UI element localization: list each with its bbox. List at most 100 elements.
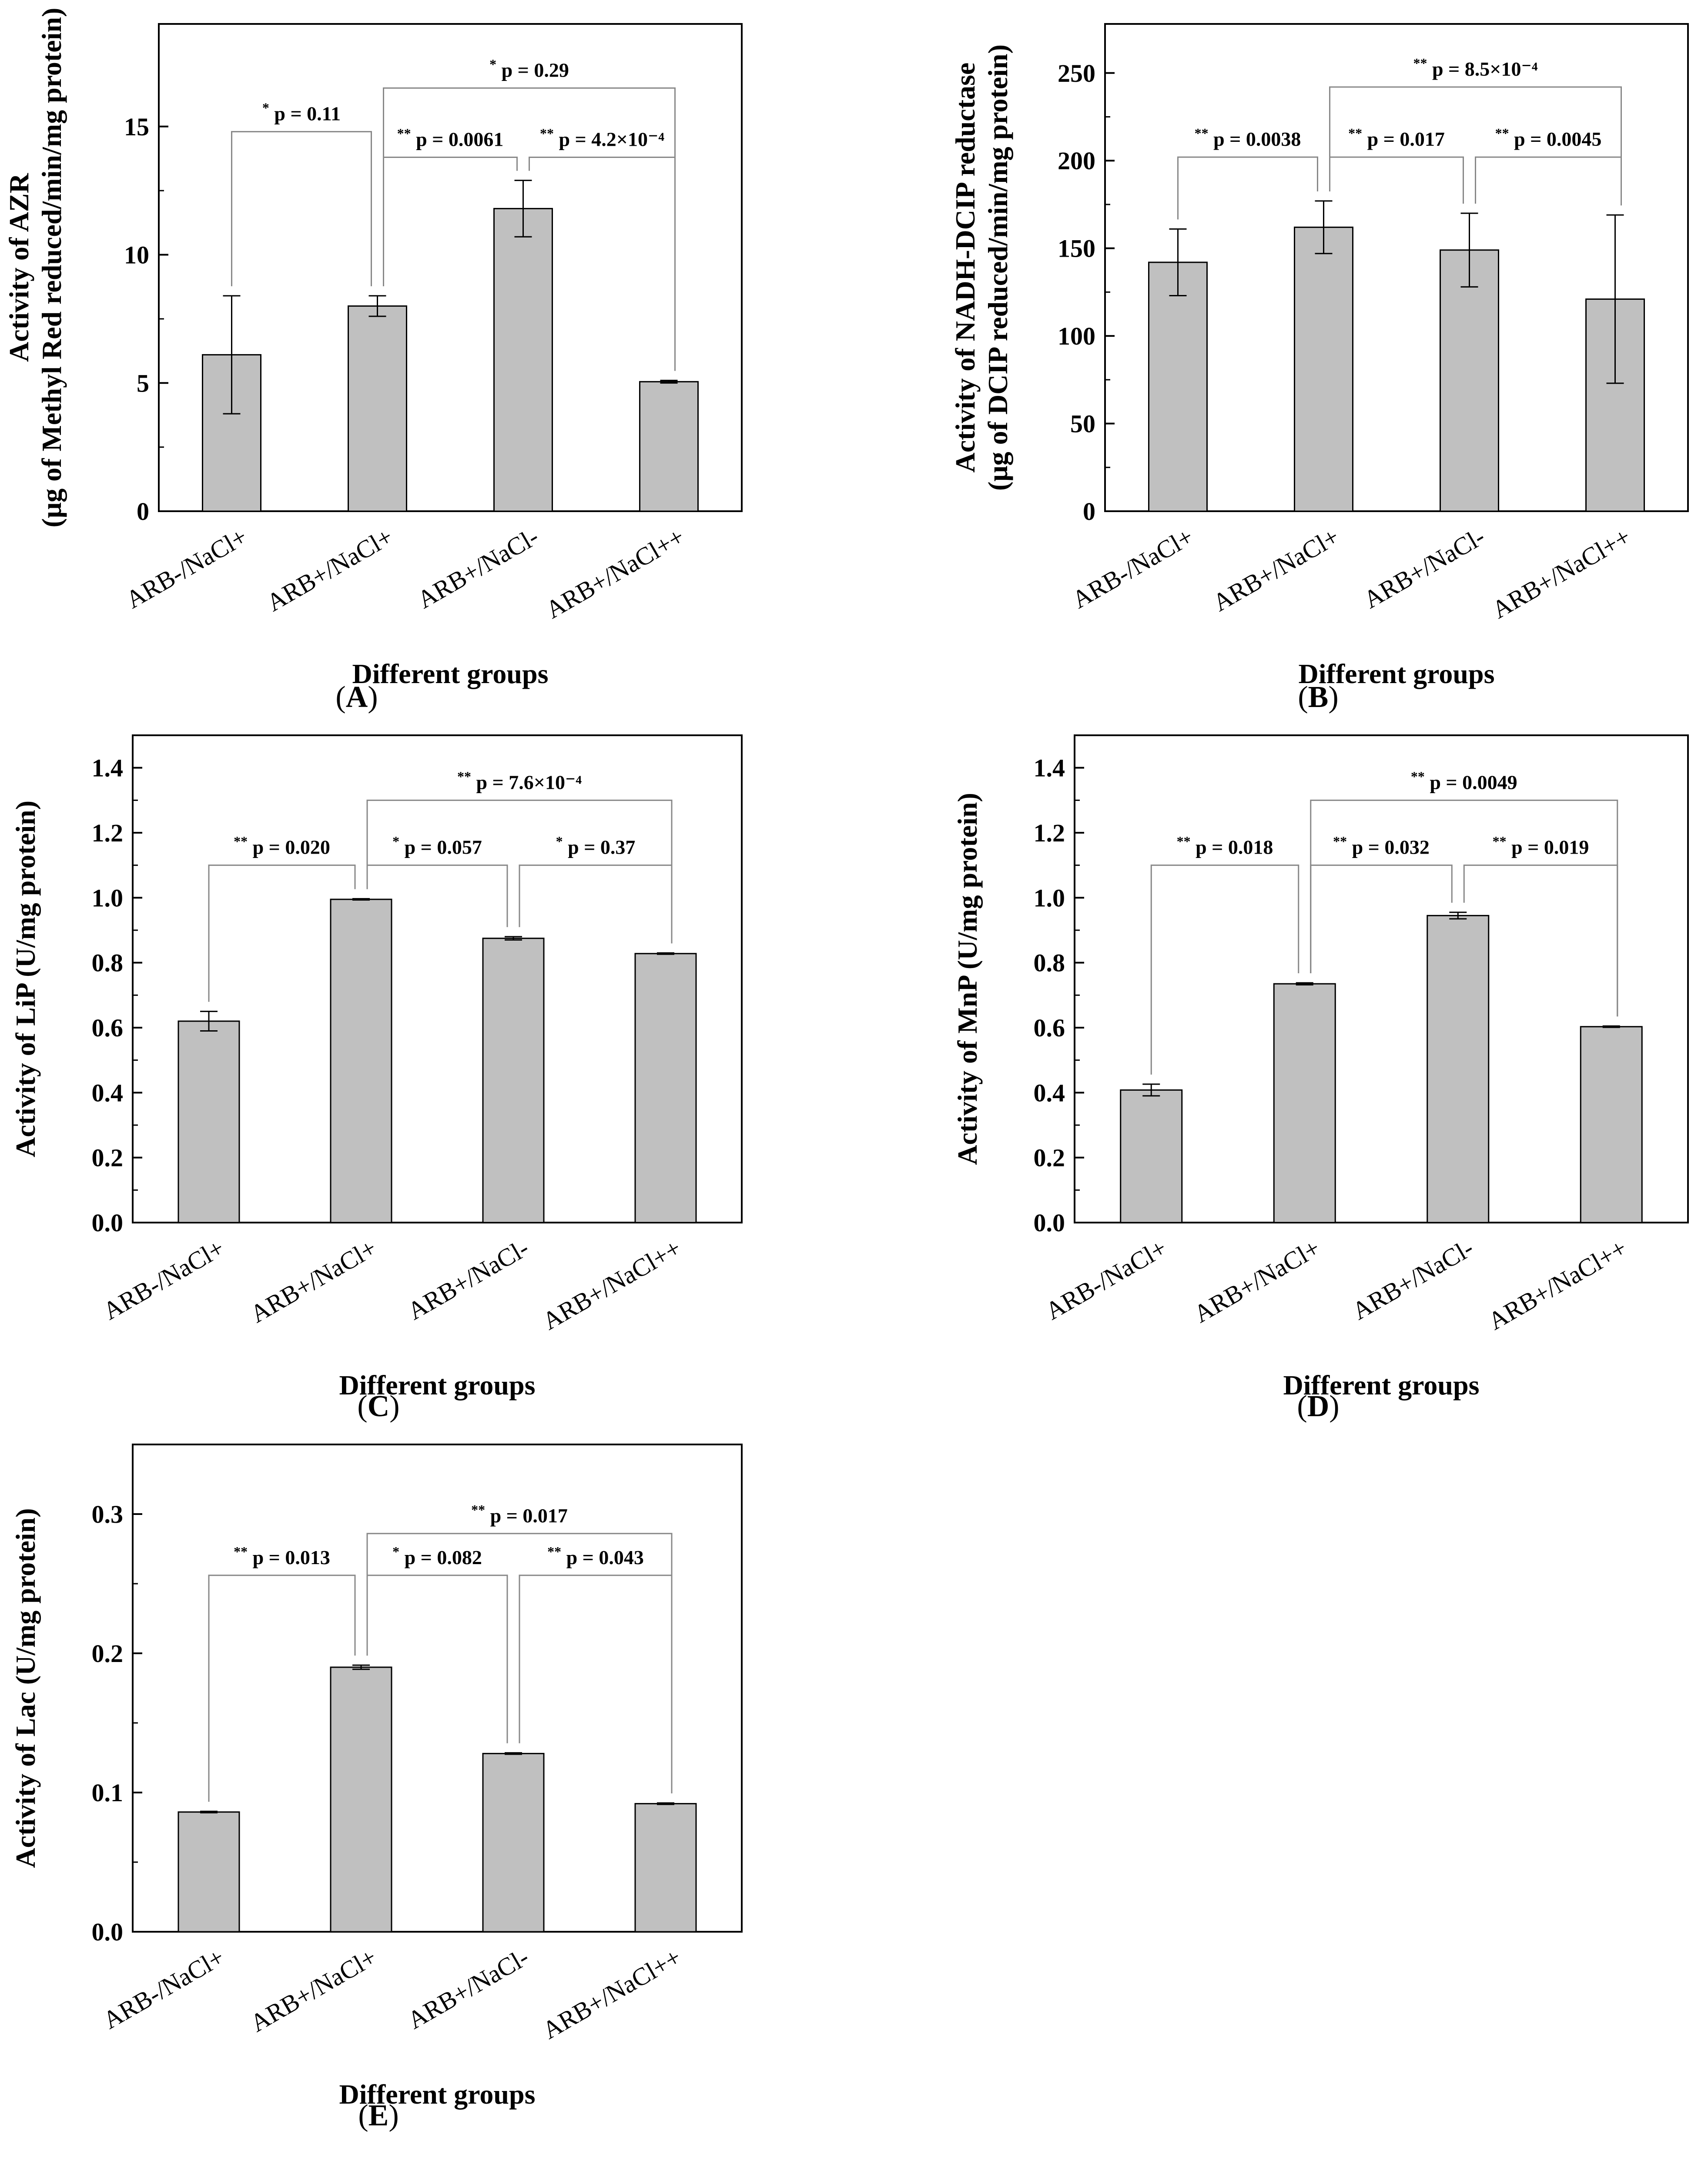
significance-label: ** p = 0.017 — [1348, 125, 1445, 150]
y-axis-title: Activity of LiP (U/mg protein) — [10, 801, 41, 1157]
panel-label-letter: A — [346, 680, 368, 714]
p-value-text: p = 7.6×10⁻⁴ — [471, 771, 582, 793]
panel-label: (C) — [357, 1390, 399, 1423]
bar — [348, 305, 407, 512]
bar — [1440, 249, 1499, 512]
y-tick-label: 200 — [1058, 147, 1095, 175]
y-axis-title: (μg of Methyl Red reduced/min/mg protein… — [36, 8, 67, 528]
p-value-text: p = 0.29 — [496, 59, 569, 81]
panel-label-open: ( — [1298, 680, 1308, 714]
bar — [482, 1752, 545, 1933]
bar — [330, 1666, 392, 1933]
significance-stars: ** — [397, 126, 411, 141]
significance-stars: ** — [457, 768, 471, 784]
panel-label-letter: E — [368, 2099, 389, 2132]
category-label: ARB-/NaCl+ — [98, 1233, 229, 1325]
bar — [330, 898, 392, 1223]
significance-bracket — [1310, 799, 1618, 1017]
bar — [634, 953, 697, 1223]
panel-label-letter: B — [1308, 680, 1329, 714]
p-value-text: p = 0.0038 — [1209, 128, 1301, 150]
significance-stars: ** — [540, 126, 554, 141]
significance-label: ** p = 7.6×10⁻⁴ — [457, 768, 582, 793]
y-tick-label: 1.4 — [1034, 754, 1065, 782]
significance-stars: ** — [1493, 834, 1507, 849]
significance-label: ** p = 0.017 — [471, 1502, 568, 1527]
category-label: ARB-/NaCl+ — [121, 522, 252, 614]
significance-label: * p = 0.37 — [556, 834, 636, 858]
panel-label-open: ( — [358, 2099, 368, 2132]
category-label: ARB+/NaCl++ — [1487, 522, 1635, 624]
category-label: ARB+/NaCl++ — [541, 522, 689, 624]
y-tick-label: 0.8 — [1034, 949, 1065, 977]
bar — [1427, 915, 1490, 1223]
y-tick-label: 50 — [1070, 410, 1095, 438]
significance-bracket — [208, 1575, 356, 1802]
y-tick-label: 0.0 — [92, 1209, 124, 1237]
y-tick-label: 5 — [137, 369, 149, 397]
y-axis-title: Activity of AZR — [3, 173, 34, 362]
p-value-text: p = 0.0045 — [1509, 128, 1602, 150]
p-value-text: p = 0.017 — [1362, 128, 1445, 150]
category-label: ARB+/NaCl+ — [245, 1943, 381, 2037]
bar — [493, 208, 553, 512]
p-value-text: p = 0.11 — [269, 103, 341, 125]
category-label: ARB+/NaCl++ — [1483, 1233, 1631, 1335]
y-tick-label: 250 — [1058, 59, 1095, 87]
y-tick-label: 1.2 — [92, 819, 124, 847]
bar — [1120, 1089, 1183, 1223]
y-tick-label: 100 — [1058, 322, 1095, 350]
significance-stars: * — [392, 834, 399, 849]
p-value-text: p = 0.013 — [248, 1546, 330, 1568]
significance-bracket — [519, 865, 673, 944]
bar — [1580, 1026, 1643, 1223]
x-axis-title: Different groups — [1283, 1370, 1480, 1401]
panel-label-open: ( — [335, 680, 345, 714]
p-value-text: p = 4.2×10⁻⁴ — [554, 128, 664, 151]
significance-label: ** p = 0.020 — [234, 834, 330, 858]
significance-stars: ** — [234, 1544, 248, 1559]
y-tick-label: 0.8 — [92, 949, 124, 977]
p-value-text: p = 0.057 — [399, 836, 482, 858]
significance-label: ** p = 0.0038 — [1195, 125, 1301, 150]
plot-frame — [1104, 23, 1689, 512]
panel-label-open: ( — [1297, 1390, 1307, 1423]
significance-stars: ** — [547, 1544, 561, 1559]
category-label: ARB+/NaCl- — [1359, 522, 1490, 614]
bar — [634, 1803, 697, 1933]
significance-stars: ** — [471, 1502, 485, 1518]
y-tick-label: 0.0 — [1034, 1209, 1065, 1237]
bar — [1148, 261, 1208, 512]
p-value-text: p = 0.020 — [248, 836, 330, 858]
p-value-text: p = 0.043 — [561, 1546, 644, 1568]
panel-label-close: ) — [1328, 680, 1338, 714]
y-tick-label: 0 — [1083, 497, 1095, 526]
category-label: ARB+/NaCl- — [412, 522, 543, 614]
bar — [482, 938, 545, 1223]
y-tick-label: 0.1 — [92, 1779, 124, 1807]
panel-label: (A) — [335, 680, 378, 714]
significance-stars: ** — [1177, 834, 1191, 849]
category-label: ARB+/NaCl+ — [1208, 522, 1344, 617]
bar — [177, 1811, 240, 1933]
significance-bracket — [1150, 865, 1299, 1075]
significance-label: ** p = 0.013 — [234, 1544, 330, 1568]
significance-stars: ** — [1195, 125, 1209, 141]
significance-bracket — [1475, 156, 1622, 206]
significance-stars: * — [489, 56, 496, 72]
plot-frame — [132, 734, 743, 1223]
significance-label: ** p = 0.019 — [1493, 834, 1589, 858]
significance-bracket — [231, 131, 372, 286]
p-value-text: p = 0.082 — [399, 1546, 482, 1568]
significance-label: ** p = 0.0049 — [1411, 768, 1517, 793]
y-axis-title: Activity of MnP (U/mg protein) — [952, 793, 983, 1165]
significance-stars: ** — [234, 834, 248, 849]
y-tick-label: 0.6 — [1034, 1014, 1065, 1042]
p-value-text: p = 0.37 — [563, 836, 636, 858]
p-value-text: p = 8.5×10⁻⁴ — [1427, 58, 1537, 80]
significance-label: * p = 0.082 — [392, 1544, 482, 1568]
p-value-text: p = 0.018 — [1191, 836, 1273, 858]
